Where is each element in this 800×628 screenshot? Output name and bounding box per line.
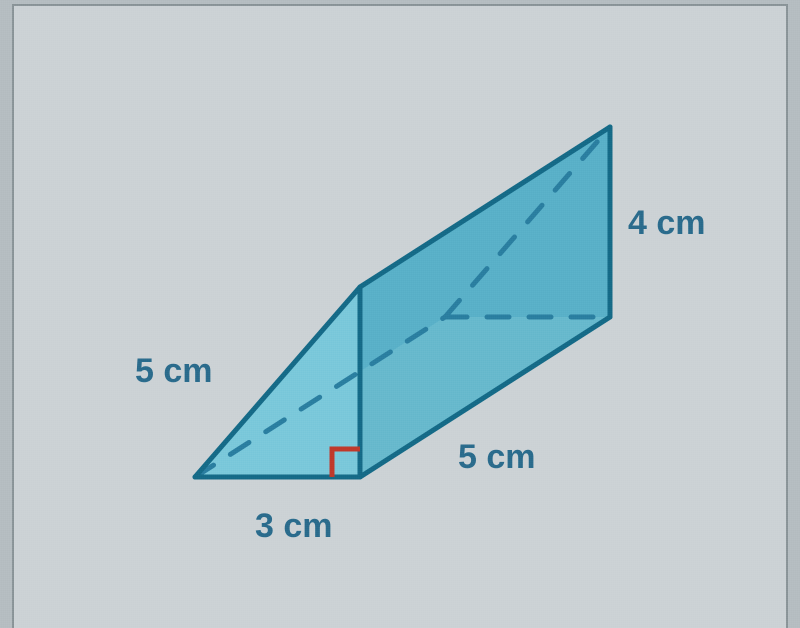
label-depth: 5 cm [458,438,536,477]
prism-diagram: 5 cm 3 cm 5 cm 4 cm [14,6,786,628]
worksheet-frame: 5 cm 3 cm 5 cm 4 cm [0,0,800,628]
worksheet-cell-main: 5 cm 3 cm 5 cm 4 cm [12,4,788,628]
label-base: 3 cm [255,507,333,546]
prism-svg [80,62,720,582]
label-hypotenuse: 5 cm [135,352,213,391]
label-height: 4 cm [628,204,706,243]
